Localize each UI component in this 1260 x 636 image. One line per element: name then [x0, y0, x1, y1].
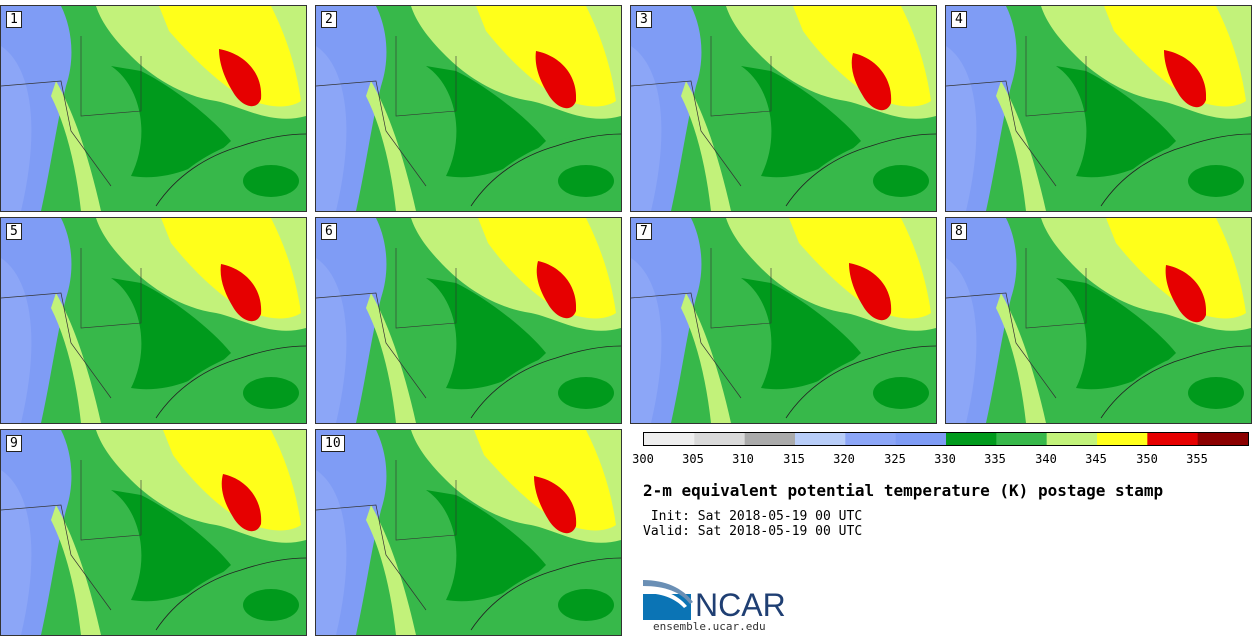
panel-number: 9 [6, 435, 22, 452]
map-image [316, 218, 621, 423]
map-panel-4: 4 [945, 5, 1252, 212]
colorbar-tick-label: 325 [884, 452, 906, 466]
map-panel-3: 3 [630, 5, 937, 212]
colorbar-tick-label: 350 [1136, 452, 1158, 466]
colorbar-swatch [1147, 433, 1199, 445]
map-panel-5: 5 [0, 217, 307, 424]
panel-number: 6 [321, 223, 337, 240]
colorbar-tick-label: 300 [632, 452, 654, 466]
colorbar-swatch [644, 433, 695, 445]
map-panel-9: 9 [0, 429, 307, 636]
colorbar-swatch [996, 433, 1048, 445]
colorbar-tick-label: 335 [984, 452, 1006, 466]
logo-url: ensemble.ucar.edu [653, 620, 766, 633]
colorbar-swatch [1197, 433, 1249, 445]
ncar-logo-text: NCAR [695, 587, 786, 620]
colorbar-swatch [744, 433, 796, 445]
colorbar-swatch [1097, 433, 1148, 445]
map-panel-8: 8 [945, 217, 1252, 424]
valid-time: Valid: Sat 2018-05-19 00 UTC [643, 524, 863, 539]
init-time: Init: Sat 2018-05-19 00 UTC [643, 509, 863, 524]
colorbar-tick-label: 330 [934, 452, 956, 466]
map-panel-6: 6 [315, 217, 622, 424]
panel-number: 1 [6, 11, 22, 28]
colorbar-swatch [694, 433, 746, 445]
colorbar-swatch [946, 433, 997, 445]
colorbar-tick-label: 310 [732, 452, 754, 466]
ncar-logo: NCAR [643, 578, 793, 624]
colorbar [643, 432, 1249, 446]
panel-number: 3 [636, 11, 652, 28]
panel-number: 8 [951, 223, 967, 240]
map-panel-2: 2 [315, 5, 622, 212]
panel-number: 4 [951, 11, 967, 28]
map-panel-1: 1 [0, 5, 307, 212]
map-image [631, 6, 936, 211]
map-image [946, 218, 1251, 423]
map-image [316, 6, 621, 211]
colorbar-tick-label: 315 [783, 452, 805, 466]
panel-number: 2 [321, 11, 337, 28]
colorbar-swatch [1046, 433, 1098, 445]
colorbar-swatch [895, 433, 947, 445]
map-panel-7: 7 [630, 217, 937, 424]
map-image [631, 218, 936, 423]
panel-number: 7 [636, 223, 652, 240]
colorbar-tick-label: 345 [1085, 452, 1107, 466]
colorbar-swatch [795, 433, 846, 445]
colorbar-tick-label: 305 [682, 452, 704, 466]
map-image [1, 430, 306, 635]
colorbar-swatch [845, 433, 897, 445]
panel-number: 10 [321, 435, 345, 452]
page-title: 2-m equivalent potential temperature (K)… [643, 481, 1164, 500]
map-image [1, 6, 306, 211]
panel-number: 5 [6, 223, 22, 240]
map-image [946, 6, 1251, 211]
map-image [1, 218, 306, 423]
map-image [316, 430, 621, 635]
colorbar-tick-label: 340 [1035, 452, 1057, 466]
colorbar-tick-label: 355 [1186, 452, 1208, 466]
colorbar-tick-label: 320 [833, 452, 855, 466]
map-panel-10: 10 [315, 429, 622, 636]
